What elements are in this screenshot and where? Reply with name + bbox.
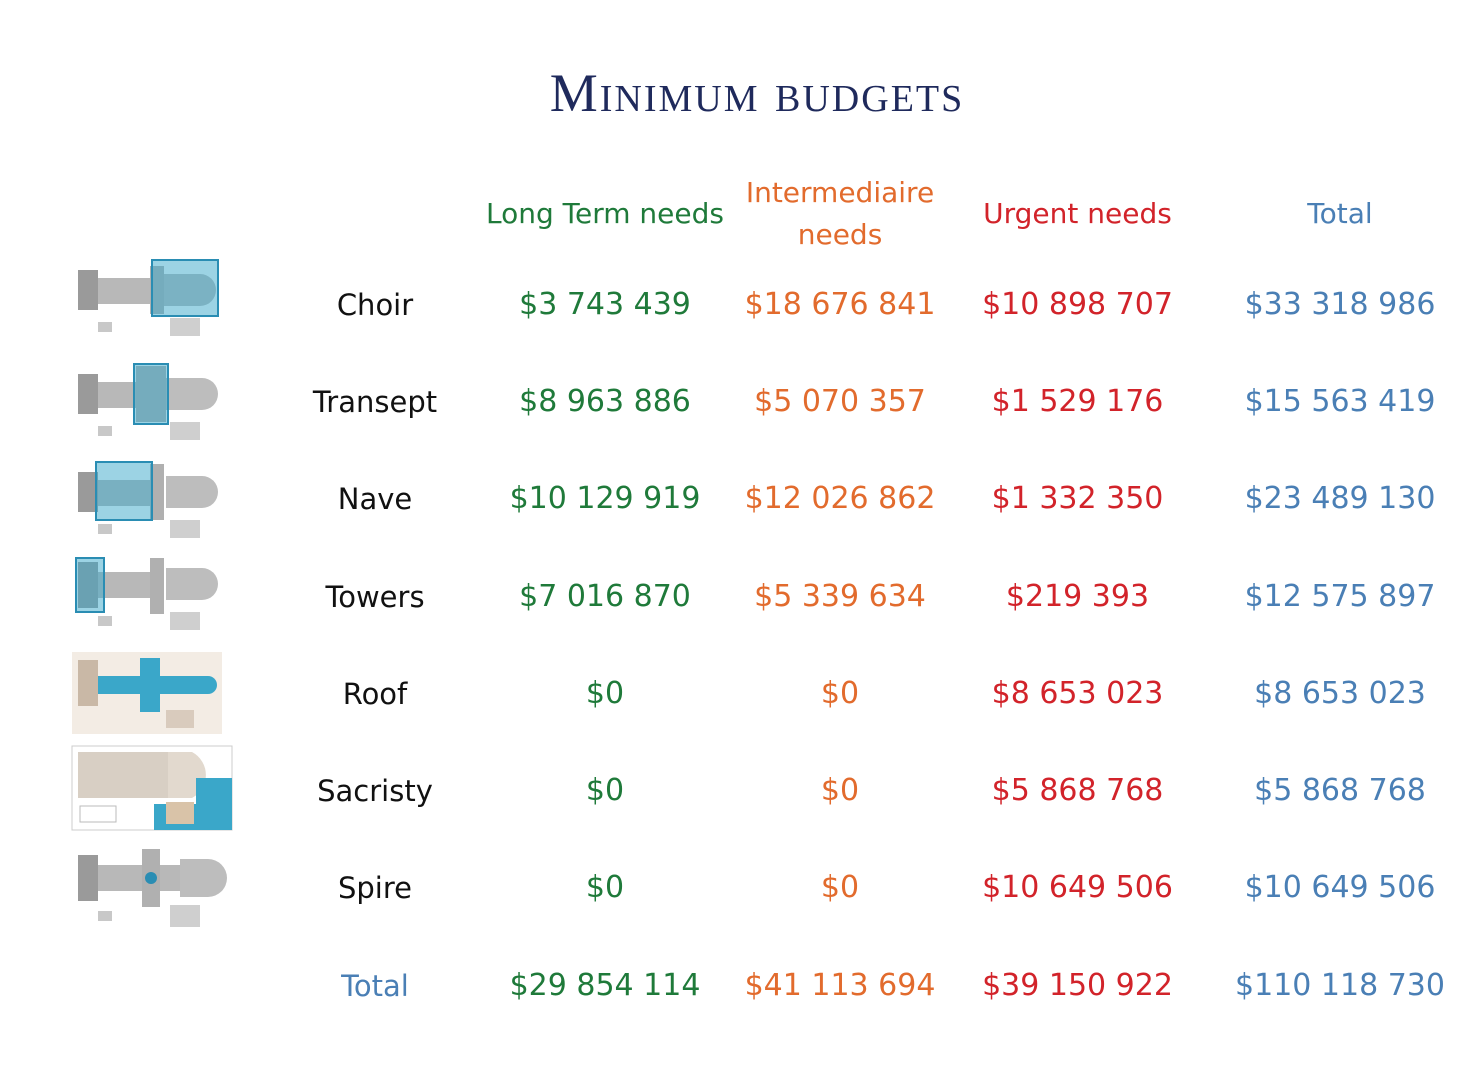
total-value: $15 563 419 — [1244, 384, 1436, 419]
total-value: $23 489 130 — [1244, 481, 1436, 516]
urgent-value: $10 898 707 — [982, 287, 1173, 322]
long-term-value: $0 — [585, 676, 625, 711]
table-row-nave: Nave $10 129 919 $12 026 862 $1 332 350 … — [0, 469, 1474, 529]
table-row-sacristy: Sacristy $0 $0 $5 868 768 $5 868 768 — [0, 761, 1474, 821]
intermediate-value: $12 026 862 — [744, 481, 936, 516]
intermediate-value: $5 070 357 — [754, 384, 926, 419]
total-value: $12 575 897 — [1244, 579, 1436, 614]
urgent-value: $1 332 350 — [991, 481, 1164, 516]
urgent-value: $5 868 768 — [991, 773, 1164, 808]
row-label: Transept — [312, 385, 438, 419]
urgent-value: $8 653 023 — [991, 676, 1164, 711]
long-term-value: $0 — [585, 870, 625, 905]
row-label: Nave — [337, 482, 413, 516]
table-row-transept: Transept $8 963 886 $5 070 357 $1 529 17… — [0, 372, 1474, 432]
row-label: Choir — [336, 288, 414, 322]
grand-total: $110 118 730 — [1235, 968, 1445, 1003]
cathedral-plan-roof-icon — [72, 652, 222, 734]
row-label: Spire — [337, 871, 412, 905]
cathedral-plan-transept-icon — [78, 363, 218, 440]
intermediate-value: $0 — [820, 773, 860, 808]
row-label: Towers — [325, 580, 425, 614]
table-row-choir: Choir $3 743 439 $18 676 841 $10 898 707… — [0, 275, 1474, 335]
total-value: $8 653 023 — [1254, 676, 1426, 711]
header-intermediate-line2: needs — [797, 218, 883, 251]
table-row-towers: Towers $7 016 870 $5 339 634 $219 393 $1… — [0, 567, 1474, 627]
total-value: $10 649 506 — [1244, 870, 1436, 905]
header-intermediate-line1: Intermediaire — [745, 176, 935, 209]
intermediate-value: $5 339 634 — [754, 579, 926, 614]
total-value: $5 868 768 — [1254, 773, 1426, 808]
long-term-value: $10 129 919 — [509, 481, 701, 516]
cathedral-plan-spire-icon — [78, 849, 227, 927]
intermediate-value: $0 — [820, 676, 860, 711]
long-term-value: $7 016 870 — [519, 579, 691, 614]
row-label: Sacristy — [317, 774, 433, 808]
page-title: Minimum budgets — [549, 63, 965, 123]
long-term-value: $0 — [585, 773, 625, 808]
intermediate-total: $41 113 694 — [744, 968, 936, 1003]
total-row-label: Total — [341, 969, 409, 1003]
cathedral-plan-towers-icon — [75, 557, 218, 630]
total-value: $33 318 986 — [1244, 287, 1436, 322]
row-label: Roof — [342, 677, 408, 711]
intermediate-value: $0 — [820, 870, 860, 905]
table-row-spire: Spire $0 $0 $10 649 506 $10 649 506 — [0, 858, 1474, 918]
header-urgent: Urgent needs — [983, 197, 1172, 230]
table-row-total: Total $29 854 114 $41 113 694 $39 150 92… — [0, 956, 1474, 1016]
header-intermediate: Intermediaire needs — [730, 172, 950, 256]
long-term-value: $3 743 439 — [519, 287, 691, 322]
urgent-value: $219 393 — [1005, 579, 1150, 614]
intermediate-value: $18 676 841 — [744, 287, 936, 322]
header-total: Total — [1307, 197, 1373, 230]
cathedral-plan-nave-icon — [78, 461, 218, 538]
cathedral-plan-sacristy-icon — [71, 745, 233, 831]
urgent-value: $10 649 506 — [982, 870, 1173, 905]
cathedral-plan-choir-icon — [78, 259, 219, 336]
urgent-total: $39 150 922 — [982, 968, 1173, 1003]
header-long-term: Long Term needs — [486, 197, 724, 230]
long-term-total: $29 854 114 — [509, 968, 701, 1003]
urgent-value: $1 529 176 — [991, 384, 1164, 419]
table-row-roof: Roof $0 $0 $8 653 023 $8 653 023 — [0, 664, 1474, 724]
long-term-value: $8 963 886 — [519, 384, 691, 419]
